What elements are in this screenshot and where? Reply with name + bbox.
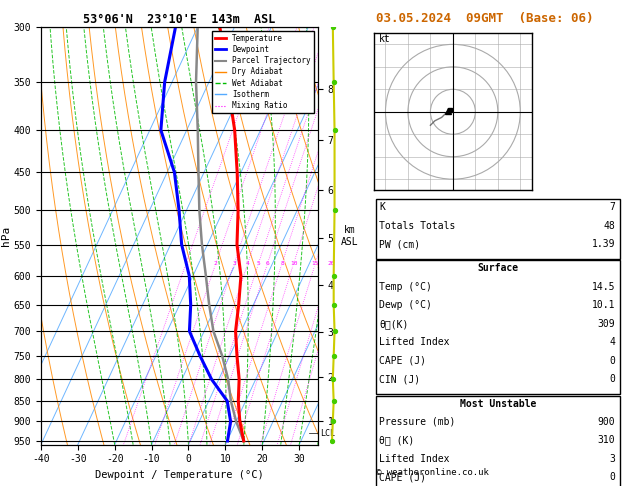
Text: θᴄ (K): θᴄ (K) — [379, 435, 415, 446]
Text: © weatheronline.co.uk: © weatheronline.co.uk — [376, 468, 489, 477]
Text: 5: 5 — [257, 261, 260, 266]
Text: Lifted Index: Lifted Index — [379, 337, 450, 347]
Text: Surface: Surface — [477, 263, 519, 274]
Text: 3: 3 — [232, 261, 236, 266]
Text: 8: 8 — [280, 261, 284, 266]
Text: 900: 900 — [598, 417, 615, 427]
Text: 48: 48 — [603, 221, 615, 231]
Text: Most Unstable: Most Unstable — [460, 399, 537, 409]
Text: PW (cm): PW (cm) — [379, 239, 420, 249]
Legend: Temperature, Dewpoint, Parcel Trajectory, Dry Adiabat, Wet Adiabat, Isotherm, Mi: Temperature, Dewpoint, Parcel Trajectory… — [211, 31, 314, 113]
Text: 4: 4 — [610, 337, 615, 347]
Point — [329, 397, 339, 405]
Text: 03.05.2024  09GMT  (Base: 06): 03.05.2024 09GMT (Base: 06) — [376, 12, 594, 25]
X-axis label: Dewpoint / Temperature (°C): Dewpoint / Temperature (°C) — [95, 470, 264, 480]
Text: CIN (J): CIN (J) — [379, 374, 420, 384]
Text: 310: 310 — [598, 435, 615, 446]
Text: 15: 15 — [311, 261, 319, 266]
Text: 10.1: 10.1 — [592, 300, 615, 311]
Text: Dewp (°C): Dewp (°C) — [379, 300, 432, 311]
Text: 1.39: 1.39 — [592, 239, 615, 249]
Text: Lifted Index: Lifted Index — [379, 454, 450, 464]
Point — [329, 352, 339, 360]
Text: 20: 20 — [327, 261, 335, 266]
Text: CAPE (J): CAPE (J) — [379, 472, 426, 483]
Point — [329, 301, 339, 309]
Text: Pressure (mb): Pressure (mb) — [379, 417, 455, 427]
Point — [330, 126, 340, 134]
Text: θᴄ(K): θᴄ(K) — [379, 319, 409, 329]
Text: K: K — [379, 202, 385, 212]
Title: 53°06'N  23°10'E  143m  ASL: 53°06'N 23°10'E 143m ASL — [83, 13, 276, 26]
Text: 10: 10 — [290, 261, 298, 266]
Text: CAPE (J): CAPE (J) — [379, 356, 426, 366]
Text: 3: 3 — [610, 454, 615, 464]
Text: 0: 0 — [610, 472, 615, 483]
Text: 0: 0 — [610, 374, 615, 384]
Point — [328, 417, 338, 425]
Point — [330, 327, 340, 335]
Text: 1: 1 — [184, 261, 188, 266]
Text: Temp (°C): Temp (°C) — [379, 282, 432, 292]
Y-axis label: hPa: hPa — [1, 226, 11, 246]
Point — [328, 23, 338, 31]
Point — [328, 375, 338, 383]
Text: 2: 2 — [214, 261, 218, 266]
Text: 14.5: 14.5 — [592, 282, 615, 292]
Text: 7: 7 — [610, 202, 615, 212]
Point — [327, 437, 337, 445]
Text: 309: 309 — [598, 319, 615, 329]
Text: 4: 4 — [246, 261, 250, 266]
Text: 6: 6 — [265, 261, 269, 266]
Point — [330, 207, 340, 214]
Y-axis label: km
ASL: km ASL — [341, 225, 359, 246]
Text: kt: kt — [379, 34, 391, 44]
Text: LCL: LCL — [320, 429, 335, 438]
Text: 0: 0 — [610, 356, 615, 366]
Text: Totals Totals: Totals Totals — [379, 221, 455, 231]
Point — [329, 78, 339, 86]
Point — [329, 272, 339, 279]
